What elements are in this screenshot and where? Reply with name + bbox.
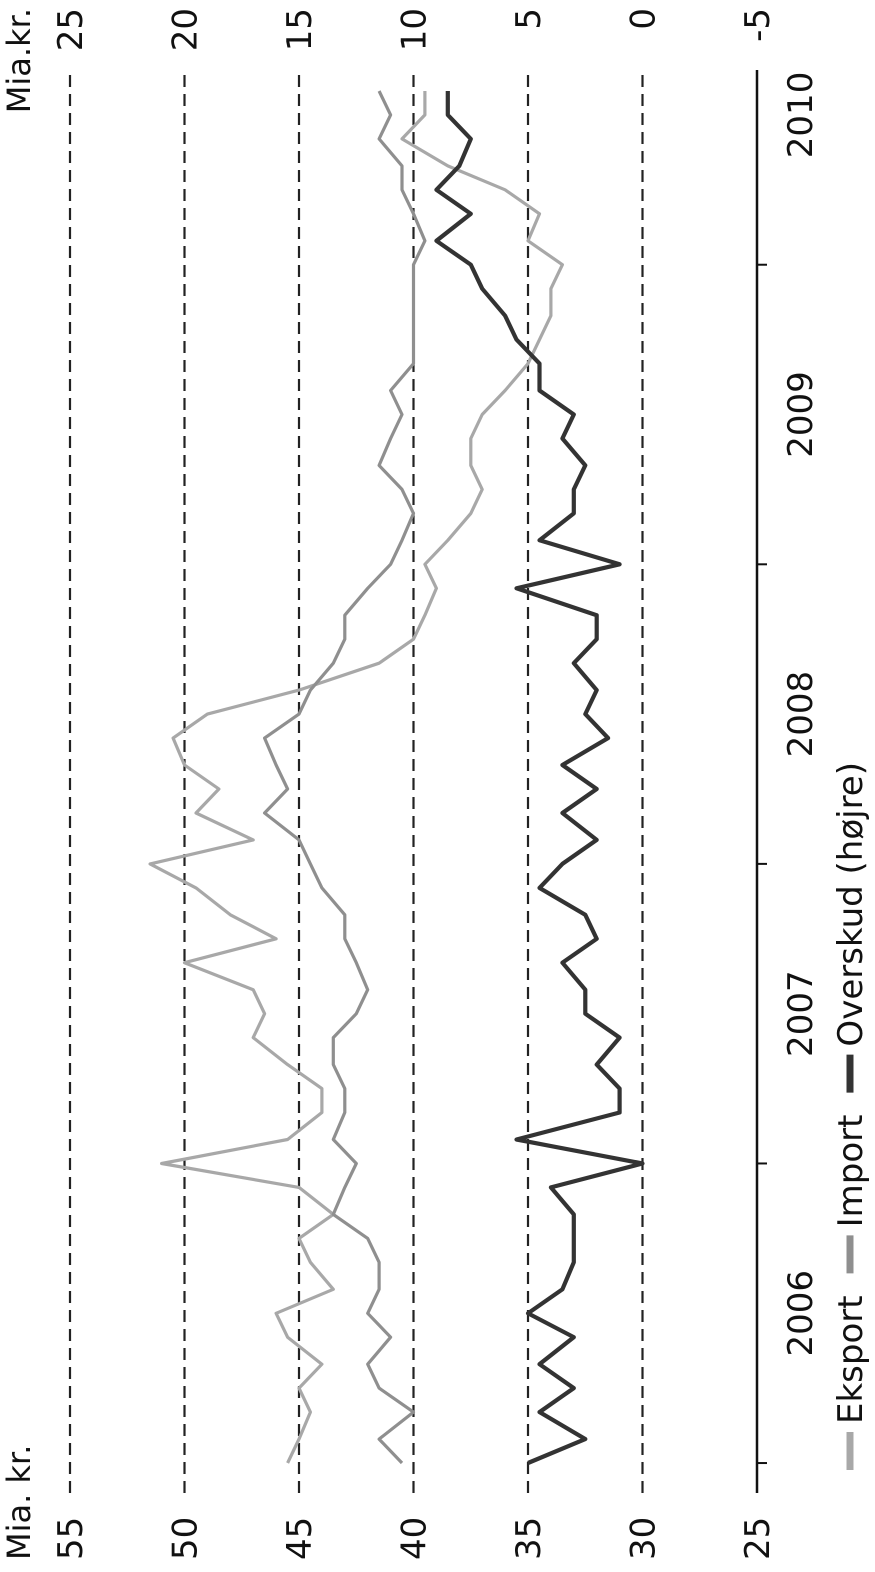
series-line-overskud-højre (434, 91, 645, 1465)
x-tick-label: 2007 (781, 970, 821, 1057)
legend-label: Overskud (højre) (831, 762, 871, 1047)
x-tick-label: 2009 (781, 371, 821, 458)
left-axis-unit-label: Mia. kr. (0, 1445, 38, 1560)
right-tick-label: 20 (166, 8, 206, 51)
legend-label: Eksport (831, 1295, 871, 1424)
right-tick-label: 5 (509, 8, 549, 30)
x-tick-label: 2006 (781, 1270, 821, 1357)
series-line-eksport (148, 91, 565, 1464)
left-tick-label: 45 (280, 1517, 320, 1560)
right-tick-label: 0 (624, 8, 664, 30)
left-tick-label: 35 (509, 1517, 549, 1560)
x-tick-label: 2008 (781, 671, 821, 758)
grid-layer (68, 70, 644, 1493)
right-tick-label: -5 (738, 8, 778, 42)
left-tick-label: 55 (51, 1517, 91, 1560)
right-axis-unit-label: Mia.kr. (0, 8, 38, 113)
legend-layer: Eksport Import Overskud (højre) (831, 762, 871, 1470)
right-tick-label: 10 (395, 8, 435, 51)
left-tick-label: 50 (166, 1517, 206, 1560)
left-tick-label: 40 (395, 1517, 435, 1560)
right-tick-label: 15 (280, 8, 320, 51)
left-tick-label: 25 (738, 1517, 778, 1560)
left-tick-label: 30 (624, 1517, 664, 1560)
series-layer (148, 90, 645, 1465)
x-tick-label: 2010 (781, 72, 821, 159)
right-tick-label: 25 (51, 8, 91, 51)
series-line-import (263, 90, 427, 1465)
legend-label: Import (831, 1115, 871, 1228)
